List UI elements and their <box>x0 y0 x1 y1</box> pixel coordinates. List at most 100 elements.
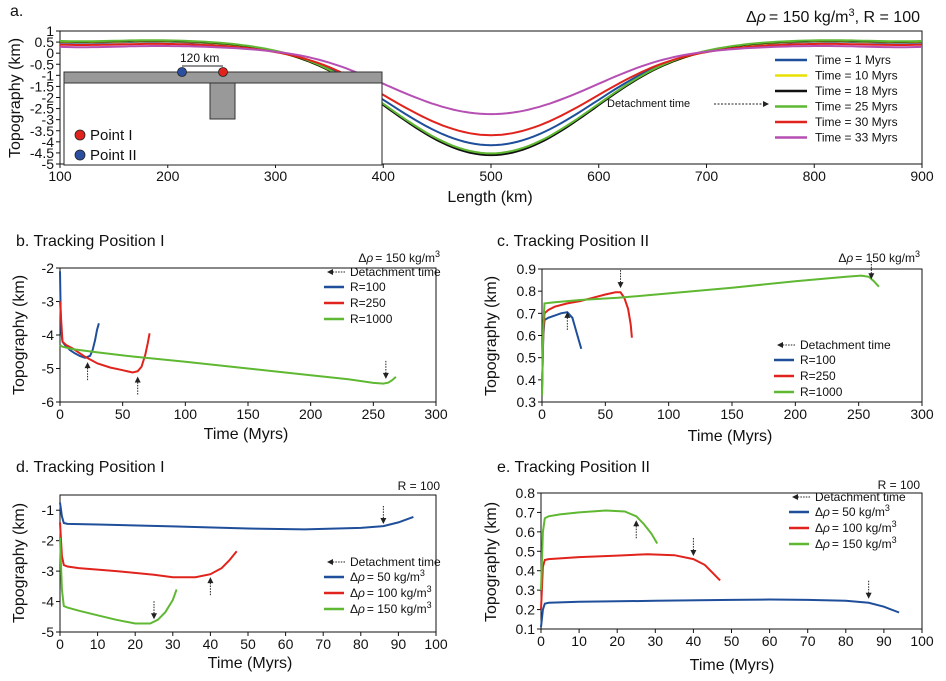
panel-c-ytick-label: 0.6 <box>517 328 537 344</box>
panel-c-xtick-label: 200 <box>784 406 808 422</box>
panel-a-detachment-arrowhead <box>763 101 769 107</box>
panel-c-series-line-2 <box>541 274 880 396</box>
panel-d-legend-title: Detachment time <box>350 555 441 569</box>
panel-e-legend-arrowhead <box>792 494 798 500</box>
panel-c-detach-arrow-0head <box>564 311 571 318</box>
legend-sup: 3 <box>892 535 897 545</box>
panel-b-header: Δρ = 150 kg/m3 <box>358 249 440 265</box>
panel-c-xtick-label: 50 <box>598 406 614 422</box>
panel-e-xtick-label: 50 <box>724 633 740 649</box>
legend-value: = 100 kg/m <box>367 586 427 600</box>
panel-c-ytick-label: 0.9 <box>517 261 537 277</box>
panel-d-ytick-label: -2 <box>42 533 55 549</box>
legend-sup: 3 <box>427 600 432 610</box>
panel-a-label: a. <box>10 3 23 20</box>
panel-a-detachment-annotation: Detachment time <box>607 98 690 110</box>
panel-c-detach-arrow-2head <box>868 273 875 280</box>
panel-a-series-line-3 <box>59 39 923 155</box>
legend-value: = 150 kg/m <box>832 537 892 551</box>
panel-e-ytick-label: 0.7 <box>516 504 536 520</box>
panel-d-ytick-label: -5 <box>42 624 55 640</box>
panel-b-ticks: 0 50 100 150 200 250 300 -2 -3 -4 -5 -6 <box>42 260 448 422</box>
panel-d-legend-label-1: Δρ = 100 kg/m3 <box>350 584 432 600</box>
panel-a-legend-label-1: Time = 10 Myrs <box>815 69 898 83</box>
panel-c-legend-title: Detachment time <box>800 338 891 352</box>
legend-rho: ρ <box>822 537 830 551</box>
panel-a-xtick-label: 500 <box>479 168 503 184</box>
panel-b-series-line-1 <box>59 301 151 374</box>
panel-e-ytick-label: 0.8 <box>516 485 536 501</box>
panel-c-legend-label-1: R=250 <box>800 369 836 383</box>
panel-b-ytick-label: -3 <box>42 294 55 310</box>
panel-a-ytick-label: -5 <box>42 156 55 172</box>
panel-a-series <box>59 39 923 157</box>
panel-d-xtick-label: 60 <box>278 636 294 652</box>
legend-delta: Δ <box>350 570 358 584</box>
legend-value: = 50 kg/m <box>832 505 885 519</box>
panel-d-ytick-label: -1 <box>42 502 55 518</box>
panel-a-legend-label-5: Time = 33 Myrs <box>815 131 898 145</box>
panel-d-legend-label-0: Δρ = 50 kg/m3 <box>350 568 425 584</box>
panel-c-xtick-label: 150 <box>720 406 744 422</box>
panel-a-ytick-label: -4 <box>42 134 55 150</box>
panel-e-series-line-1 <box>540 553 721 610</box>
panel-a-title-value: = 150 kg/m <box>769 9 849 26</box>
panel-e-xtick-label: 100 <box>910 633 934 649</box>
panel-c-legend-label-2: R=1000 <box>800 385 843 399</box>
panel-a-ylabel: Topography (km) <box>7 38 24 158</box>
panel-d-detach-arrow-0head <box>380 517 387 524</box>
panel-d-ytick-label: -4 <box>42 594 55 610</box>
panel-a-legend-label-0: Time = 1 Myrs <box>815 53 891 67</box>
panel-b-xtick-label: 250 <box>362 406 386 422</box>
panel-a-xtick-label: 900 <box>910 168 934 184</box>
panel-a-ytick-label: 0 <box>46 45 54 61</box>
legend-delta: Δ <box>815 521 823 535</box>
panel-c-label: c. Tracking Position II <box>497 233 649 250</box>
panel-c-header-rho: ρ <box>845 251 853 265</box>
panel-e-detach-arrow-1head <box>690 550 697 557</box>
panel-c-legend-arrowhead <box>777 342 783 348</box>
panel-e-ytick-label: 0.3 <box>516 582 536 598</box>
panel-c-ytick-label: 0.3 <box>517 394 537 410</box>
panel-b-xtick-label: 300 <box>424 406 448 422</box>
panel-e-xtick-label: 60 <box>762 633 778 649</box>
panel-d-xtick-label: 100 <box>424 636 448 652</box>
panel-a-title-sup: 3 <box>849 7 855 19</box>
panel-c-legend-label-0: R=100 <box>800 353 836 367</box>
legend-sup: 3 <box>420 568 425 578</box>
legend-rho: ρ <box>357 570 365 584</box>
panel-a-ytick-label: 1 <box>46 23 54 39</box>
panel-a-series-line-5 <box>59 45 923 116</box>
panel-d-xtick-label: 30 <box>165 636 181 652</box>
panel-e-xtick-label: 90 <box>876 633 892 649</box>
panel-d-xtick-label: 0 <box>56 636 64 652</box>
legend-delta: Δ <box>350 602 358 616</box>
panel-e-series-line-2 <box>540 509 659 591</box>
panel-a-ytick-label: -1 <box>42 67 55 83</box>
panel-e-xtick-label: 0 <box>537 633 545 649</box>
panel-a-ytick-label: -0.5 <box>30 56 54 72</box>
panel-a-xtick-label: 600 <box>587 168 611 184</box>
panel-e-detach-arrow-2head <box>633 520 640 527</box>
legend-sup: 3 <box>885 503 890 513</box>
panel-d-detach-arrow-1head <box>207 577 214 584</box>
panel-b: b. Tracking Position I Δρ = 150 kg/m3 0 50… <box>11 233 448 443</box>
panel-a-xtick-label: 200 <box>156 168 180 184</box>
panel-e-legend-label-1: Δρ = 100 kg/m3 <box>815 519 897 535</box>
panel-a-title-delta: Δ <box>746 9 757 26</box>
panel-e-legend-title: Detachment time <box>815 490 906 504</box>
panel-a-ytick-label: -2.5 <box>30 101 54 117</box>
panel-b-xtick-label: 150 <box>236 406 260 422</box>
panel-d-xtick-label: 80 <box>353 636 369 652</box>
panel-e-detach-arrow-0head <box>865 592 872 599</box>
panel-d-xlabel: Time (Myrs) <box>208 655 293 672</box>
legend-value: = 150 kg/m <box>367 602 427 616</box>
panel-e-series <box>540 509 900 628</box>
panel-c-ylabel: Topography (km) <box>483 276 500 396</box>
panel-b-ytick-label: -5 <box>42 361 55 377</box>
panel-e-xtick-label: 20 <box>609 633 625 649</box>
panel-a-ytick-label: -3.5 <box>30 123 54 139</box>
